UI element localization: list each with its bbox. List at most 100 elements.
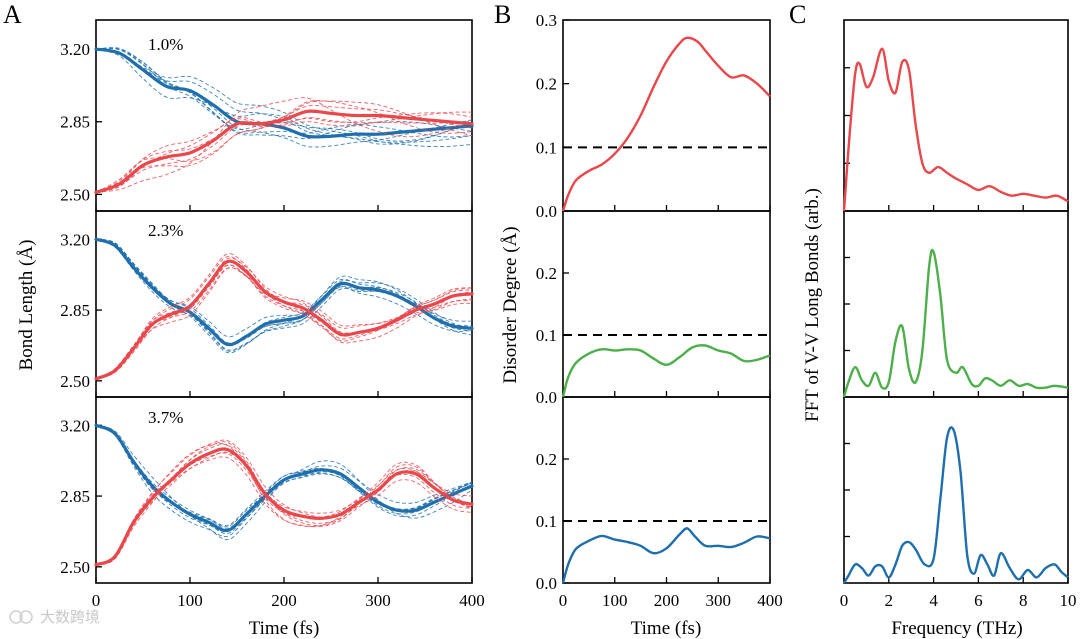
panel-c-green-spectrum (842, 248, 1069, 398)
panel-a-1-blue-mean-line (94, 47, 474, 139)
panel-a-annotation-2: 2.3% (148, 221, 183, 240)
panel-b-ytick-label-1-1: 0.1 (536, 138, 557, 157)
panel-a-3-red-trajectory-1 (95, 441, 473, 566)
panel-a-3-blue-trajectory-5 (95, 424, 473, 541)
panel-a-1-blue-trajectory-7 (95, 48, 473, 148)
panel-b-frame-3 (562, 396, 771, 584)
panel-c-xtick-label-4: 8 (1019, 591, 1028, 610)
panel-c-xtick-label-5: 10 (1060, 591, 1077, 610)
panel-b-frame-2 (562, 210, 771, 398)
panel-b-ytick-label-1-2: 0.2 (536, 75, 557, 94)
panel-a-xtick-label-4: 400 (459, 591, 485, 610)
panel-a-3-red-trajectory-4 (95, 456, 473, 566)
panel-b-xtick-label-1: 100 (602, 591, 628, 610)
panel-a-ytick-label-1-2: 3.20 (60, 40, 90, 59)
panel-b-xtick-label-0: 0 (559, 591, 568, 610)
panel-a-xtick-label-1: 100 (177, 591, 203, 610)
panel-b-green-line (561, 344, 771, 398)
panel-b-ytick-label-2-1: 0.1 (536, 326, 557, 345)
panel-a-xtick-label-2: 200 (271, 591, 297, 610)
panel-a-xtick-label-3: 300 (365, 591, 391, 610)
panel-a-1-red-trajectory-6 (95, 100, 473, 193)
panel-a-3-red-trajectory-3 (95, 439, 473, 566)
panel-a-2-blue-trajectory-6 (95, 238, 473, 338)
panel-a-1-red-trajectory-7 (95, 100, 473, 193)
panel-a-annotation-1: 1.0% (148, 35, 183, 54)
panel-a-ytick-label-2-0: 2.50 (60, 372, 90, 391)
panel-a-2-red-trajectory-5 (95, 264, 473, 380)
panel-b-xtick-label-3: 300 (706, 591, 732, 610)
panel-a-1-red-mean-line (94, 109, 474, 194)
panel-a-1-red-trajectory-2 (95, 97, 473, 193)
watermark: 大数跨境 (9, 608, 100, 626)
watermark-logo-icon (9, 610, 23, 624)
figure-data (94, 36, 1069, 584)
panel-a-xtick-label-0: 0 (92, 591, 101, 610)
panel-b-frame-1 (562, 19, 771, 212)
panel-b-ylabel: Disorder Degree (Å) (500, 226, 521, 383)
panel-a-1-red-trajectory-4 (95, 117, 473, 193)
panel-b-ytick-label-2-2: 0.2 (536, 264, 557, 283)
panel-a-3-red-mean-line (94, 447, 474, 567)
panel-a-1-red-trajectory-1 (95, 112, 473, 193)
panel-c-xlabel: Frequency (THz) (891, 618, 1022, 639)
panel-c-frame-2 (843, 210, 1069, 398)
panel-a-2-blue-trajectory-7 (95, 238, 473, 351)
panel-a-ytick-label-3-0: 2.50 (60, 558, 90, 577)
panel-label-a: A (3, 0, 22, 29)
panel-b-ytick-label-3-1: 0.1 (536, 512, 557, 531)
panel-a-ytick-label-2-1: 2.85 (60, 301, 90, 320)
panel-a-ytick-label-3-2: 3.20 (60, 416, 90, 435)
panel-a-2-red-mean-line (94, 259, 474, 381)
panel-b-ytick-label-1-3: 0.3 (536, 11, 557, 30)
figure-text: A B C Bond Length (Å) Disorder Degree (Å… (3, 0, 1077, 639)
panel-c-frame-3 (843, 396, 1069, 584)
panel-a-xlabel: Time (fs) (249, 618, 320, 639)
watermark-text: 大数跨境 (40, 608, 100, 626)
panel-a-2-blue-trajectory-5 (95, 238, 473, 346)
panel-b-ytick-label-2-0: 0.0 (536, 388, 557, 407)
panel-a-2-red-trajectory-3 (95, 264, 473, 380)
panel-c-red-spectrum (842, 47, 1069, 212)
panel-c-xtick-label-3: 6 (974, 591, 983, 610)
panel-a-1-blue-trajectory-4 (95, 47, 473, 142)
panel-a-1-red-trajectory-5 (95, 111, 473, 193)
panel-b-ytick-label-1-0: 0.0 (536, 202, 557, 221)
panel-a-1-blue-trajectory-1 (95, 48, 473, 148)
panel-a-annotation-3: 3.7% (148, 408, 183, 427)
panel-a-ytick-label-1-1: 2.85 (60, 113, 90, 132)
panel-b-red-line (561, 36, 771, 212)
panel-a-1-blue-trajectory-5 (95, 47, 473, 140)
panel-b-xtick-label-2: 200 (654, 591, 680, 610)
panel-b-xtick-label-4: 400 (757, 591, 783, 610)
panel-a-ylabel: Bond Length (Å) (16, 240, 37, 371)
watermark-logo-icon-2 (19, 610, 33, 624)
panel-a-ytick-label-1-0: 2.50 (60, 185, 90, 204)
panel-b-xlabel: Time (fs) (631, 618, 702, 639)
panel-a-3-blue-trajectory-4 (95, 424, 473, 533)
panel-c-frame-1 (843, 19, 1069, 212)
panel-b-blue-line (561, 527, 771, 584)
panel-label-b: B (494, 0, 511, 29)
panel-a-1-red-trajectory-3 (95, 104, 473, 193)
panel-a-ytick-label-3-1: 2.85 (60, 487, 90, 506)
panel-b-ytick-label-3-0: 0.0 (536, 574, 557, 593)
panel-c-xtick-label-2: 4 (929, 591, 938, 610)
panel-a-2-blue-trajectory-2 (95, 238, 473, 347)
panel-label-c: C (789, 0, 806, 29)
panel-c-xtick-label-1: 2 (885, 591, 894, 610)
panel-a-2-blue-trajectory-4 (95, 238, 473, 352)
panel-a-2-red-trajectory-6 (95, 253, 473, 380)
panel-c-blue-spectrum (842, 426, 1069, 584)
panel-c-ylabel: FFT of V-V Long Bonds (arb.) (802, 188, 823, 422)
panel-a-3-red-trajectory-5 (95, 443, 473, 566)
panel-c-xtick-label-0: 0 (840, 591, 849, 610)
panel-a-ytick-label-2-2: 3.20 (60, 230, 90, 249)
panel-a-2-red-trajectory-1 (95, 257, 473, 380)
panel-a-3-blue-trajectory-2 (95, 424, 473, 538)
panel-a-2-blue-mean-line (94, 237, 474, 347)
panel-a-2-blue-trajectory-3 (95, 238, 473, 354)
panel-b-ytick-label-3-2: 0.2 (536, 450, 557, 469)
panel-a-1-blue-trajectory-6 (95, 47, 473, 138)
